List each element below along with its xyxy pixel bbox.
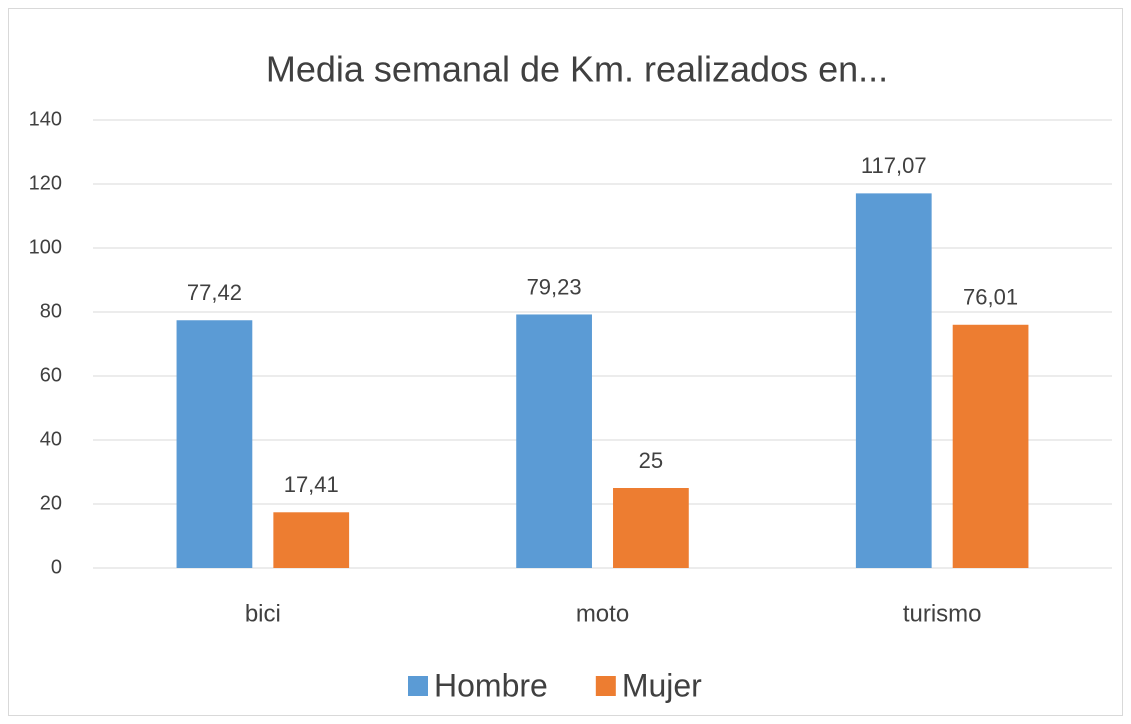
bar [613, 488, 689, 568]
bar [855, 193, 932, 568]
y-tick-label: 20 [40, 492, 62, 514]
data-label: 117,07 [861, 153, 927, 178]
legend-label: Hombre [434, 667, 548, 703]
y-tick-label: 60 [40, 364, 62, 386]
legend-swatch [595, 676, 616, 696]
y-tick-label: 120 [29, 172, 62, 194]
data-label: 79,23 [527, 274, 582, 299]
data-label: 17,41 [284, 472, 339, 497]
data-label: 77,42 [187, 280, 242, 305]
x-tick-label: moto [576, 600, 629, 627]
y-tick-label: 140 [29, 108, 62, 130]
data-label: 25 [639, 448, 663, 473]
y-tick-label: 80 [40, 300, 62, 322]
x-tick-label: turismo [903, 600, 982, 627]
legend-label: Mujer [622, 667, 702, 703]
chart-title: Media semanal de Km. realizados en... [266, 49, 888, 90]
y-tick-label: 100 [29, 236, 62, 258]
data-label: 76,01 [963, 285, 1018, 310]
legend-swatch [408, 676, 428, 696]
bar [516, 314, 592, 568]
x-tick-label: bici [245, 600, 281, 627]
y-tick-label: 40 [40, 428, 62, 450]
bar [273, 512, 350, 568]
bar [952, 324, 1029, 568]
y-tick-label: 0 [51, 556, 62, 578]
bar [176, 320, 253, 568]
